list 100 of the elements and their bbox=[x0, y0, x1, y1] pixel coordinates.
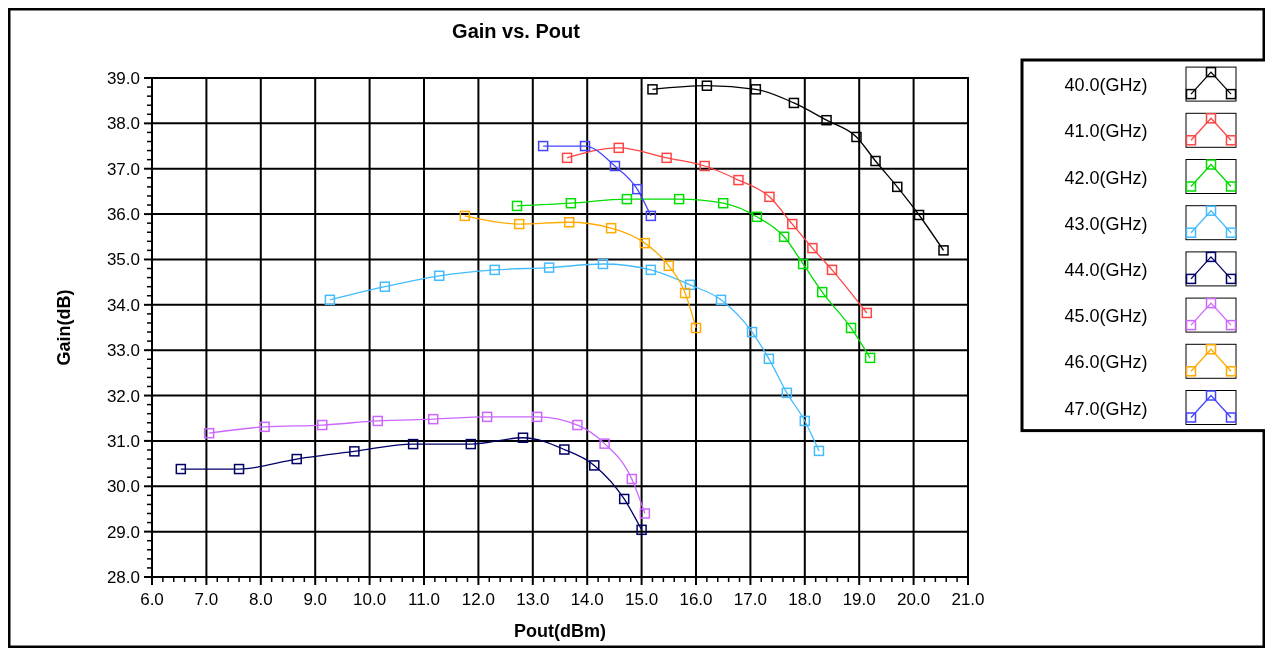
point bbox=[613, 142, 624, 154]
legend-label: 45.0(GHz) bbox=[1064, 306, 1148, 327]
point bbox=[626, 473, 638, 485]
point bbox=[543, 262, 555, 273]
point bbox=[175, 463, 187, 475]
y-tick-label: 36.0 bbox=[106, 205, 140, 225]
point bbox=[788, 97, 800, 109]
legend-label: 41.0(GHz) bbox=[1064, 121, 1148, 142]
x-tick-label: 11.0 bbox=[408, 590, 440, 609]
point bbox=[679, 287, 691, 299]
y-tick-label: 39.0 bbox=[106, 69, 140, 88]
point bbox=[673, 193, 685, 205]
point bbox=[317, 419, 328, 431]
point bbox=[513, 218, 525, 230]
point bbox=[639, 508, 651, 519]
point bbox=[597, 258, 609, 270]
point bbox=[892, 181, 903, 193]
y-tick-label: 33.0 bbox=[106, 341, 140, 361]
point bbox=[851, 131, 862, 143]
point bbox=[813, 445, 825, 457]
point bbox=[781, 387, 793, 399]
y-tick-label: 29.0 bbox=[106, 522, 140, 542]
x-axis-title: Pout(dBm) bbox=[514, 621, 606, 641]
point bbox=[561, 152, 573, 164]
point bbox=[489, 264, 500, 276]
point bbox=[564, 217, 575, 228]
point bbox=[459, 210, 471, 222]
point bbox=[870, 155, 881, 167]
point bbox=[684, 279, 696, 291]
point bbox=[559, 444, 570, 455]
legend-label: 40.0(GHz) bbox=[1064, 75, 1148, 96]
point bbox=[379, 281, 391, 292]
point bbox=[605, 222, 617, 234]
point bbox=[661, 152, 672, 164]
x-tick-label: 9.0 bbox=[303, 590, 328, 609]
x-tick-label: 13.0 bbox=[516, 590, 550, 609]
legend-label: 42.0(GHz) bbox=[1064, 167, 1148, 188]
y-tick-label: 38.0 bbox=[106, 114, 140, 134]
chart-title: Gain vs. Pout bbox=[452, 20, 581, 42]
point bbox=[816, 286, 828, 298]
x-tick-label: 21.0 bbox=[951, 590, 985, 609]
x-tick-label: 20.0 bbox=[897, 590, 931, 609]
point bbox=[715, 294, 727, 306]
point bbox=[750, 84, 762, 95]
y-tick-label: 31.0 bbox=[106, 431, 140, 451]
point bbox=[517, 432, 529, 443]
point bbox=[861, 307, 873, 319]
legend-label: 43.0(GHz) bbox=[1064, 213, 1148, 234]
point bbox=[751, 211, 763, 223]
point bbox=[324, 294, 336, 306]
x-tick-label: 18.0 bbox=[788, 590, 822, 609]
point bbox=[203, 427, 215, 439]
point bbox=[537, 140, 549, 152]
point bbox=[701, 80, 713, 91]
point bbox=[511, 200, 523, 212]
x-tick-label: 19.0 bbox=[842, 590, 876, 609]
point bbox=[407, 438, 419, 450]
x-tick-label: 6.0 bbox=[140, 590, 164, 609]
point bbox=[465, 438, 477, 450]
legend-label: 47.0(GHz) bbox=[1064, 398, 1148, 419]
y-axis-title: Gain(dB) bbox=[54, 289, 74, 366]
x-tick-label: 14.0 bbox=[570, 590, 604, 609]
point bbox=[938, 245, 949, 256]
point bbox=[807, 242, 818, 254]
y-tick-label: 32.0 bbox=[106, 386, 140, 406]
point bbox=[372, 415, 384, 427]
point bbox=[565, 197, 577, 209]
point bbox=[531, 411, 543, 423]
point bbox=[259, 421, 270, 433]
point bbox=[746, 326, 758, 338]
point bbox=[645, 264, 657, 276]
point bbox=[763, 353, 775, 365]
point bbox=[639, 237, 651, 249]
x-tick-label: 17.0 bbox=[733, 590, 767, 609]
point bbox=[826, 264, 838, 276]
point bbox=[663, 260, 675, 272]
point bbox=[699, 160, 710, 172]
point bbox=[778, 231, 790, 243]
point bbox=[621, 193, 633, 205]
x-tick-label: 8.0 bbox=[248, 590, 273, 609]
point bbox=[579, 140, 591, 152]
point bbox=[690, 322, 702, 334]
y-tick-label: 34.0 bbox=[106, 295, 140, 315]
y-tick-label: 30.0 bbox=[106, 477, 140, 497]
point bbox=[428, 413, 439, 425]
point bbox=[636, 524, 647, 536]
y-tick-label: 28.0 bbox=[106, 568, 140, 587]
point bbox=[717, 197, 729, 209]
point bbox=[797, 258, 809, 270]
point bbox=[821, 114, 832, 126]
y-tick-label: 35.0 bbox=[106, 250, 140, 270]
point bbox=[618, 493, 630, 505]
point bbox=[733, 174, 744, 186]
point bbox=[589, 460, 600, 471]
legend-label: 46.0(GHz) bbox=[1064, 352, 1148, 373]
x-tick-label: 12.0 bbox=[461, 590, 495, 609]
point bbox=[233, 463, 245, 475]
x-tick-label: 16.0 bbox=[679, 590, 713, 609]
point bbox=[609, 160, 621, 172]
point bbox=[599, 438, 610, 449]
